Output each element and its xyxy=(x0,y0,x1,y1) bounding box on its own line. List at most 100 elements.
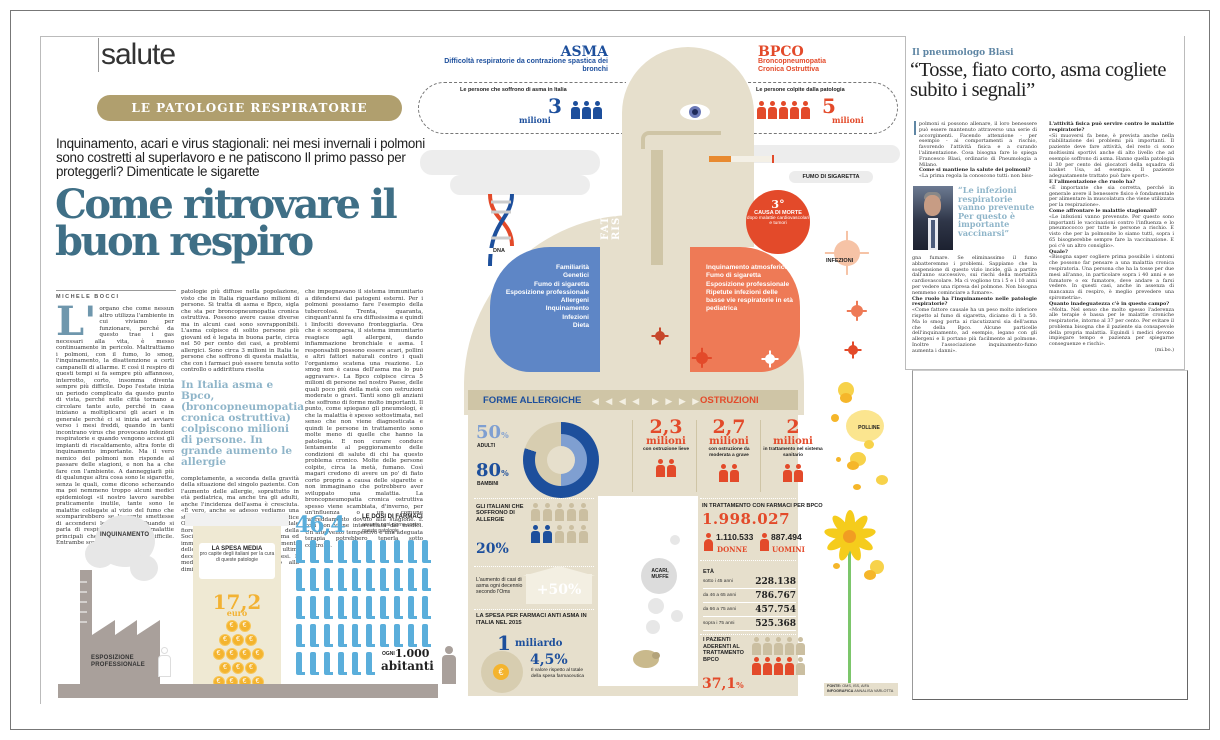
question-text: E l'alimentazione che ruolo ha? xyxy=(1049,178,1136,185)
inhaler-icon xyxy=(338,624,347,647)
article-text: patologie più diffuse nella popolazione,… xyxy=(181,289,299,373)
inhaler-icon xyxy=(310,624,319,647)
esposizione-label: ESPOSIZIONE PROFESSIONALE xyxy=(91,655,145,668)
person-icon xyxy=(779,101,788,119)
person-icon xyxy=(774,637,783,655)
interview-paragraph: «La prima regola la conoscono tutti: non… xyxy=(919,173,1034,180)
forme-allergiche-label: FORME ALLERGICHE xyxy=(483,395,582,406)
byline: MICHELE BOCCI xyxy=(56,290,176,300)
inhaler-icon xyxy=(366,568,375,591)
interview-question: Quale? xyxy=(1049,249,1174,256)
euro-coin-icon: € xyxy=(238,620,251,632)
inhaler-icon xyxy=(296,568,305,591)
trachea xyxy=(651,150,663,265)
dust-mite-head xyxy=(652,652,660,659)
adulti-pct: 50% xyxy=(476,424,509,444)
obstruction-desc: con ostruzione lieve xyxy=(642,447,690,452)
chevrons-right-icon: ▶ ▶ ▶ ▶ xyxy=(652,396,702,406)
risk-factor: Dieta xyxy=(572,322,589,330)
bpco-people-icons xyxy=(757,101,810,119)
person-icon xyxy=(593,101,602,119)
inhaler-icon xyxy=(296,652,305,675)
pollen-icon xyxy=(853,484,861,490)
inhaler-icon xyxy=(338,540,347,563)
adulti-value: 50 xyxy=(476,422,502,443)
men-label: UOMINI xyxy=(772,545,805,554)
page-frame xyxy=(10,10,1210,730)
question-text: L'attività fisica può servire contro le … xyxy=(1049,121,1174,133)
pollen-icon xyxy=(876,475,888,485)
person-icon xyxy=(763,637,772,655)
acari-label: ACARI, MUFFE xyxy=(651,568,669,580)
interview-paragraph: gna fumare. Se eliminassimo il fumo abba… xyxy=(912,255,1037,296)
person-icon xyxy=(801,101,810,119)
spesa-media-card: LA SPESA MEDIA pro capite degli italiani… xyxy=(199,543,275,579)
person-icon xyxy=(763,657,772,675)
dosi-desc: assunte ogni giorno contro queste patolo… xyxy=(362,522,421,534)
obstruction-desc: con ostruzione da moderata a grave xyxy=(708,447,750,458)
fattori-di-rischio-label: FATTORI DI RISCHIO xyxy=(600,163,622,240)
inhaler-icon xyxy=(296,624,305,647)
bpco-title: BPCO xyxy=(758,44,804,60)
interview-question: Quanto inadeguatezza c'è in questo campo… xyxy=(1049,300,1174,308)
asma-stat-bubble xyxy=(418,82,626,134)
risk-factor: Esposizione professionale xyxy=(505,288,589,296)
virus-icon xyxy=(696,352,708,364)
divider xyxy=(632,420,633,492)
interview-paragraph: «Si muoversi fa bene, è prevista anche n… xyxy=(1049,132,1174,180)
person-icon xyxy=(531,503,540,521)
inhaler-icon xyxy=(366,540,375,563)
obstruction-desc: in trattamento nel sistema sanitario xyxy=(763,447,823,458)
question-text: Come si mantiene la salute dei polmoni? xyxy=(919,167,1031,174)
inhaler-icon xyxy=(422,596,431,619)
dna-label: DNA xyxy=(487,248,511,254)
smog-cloud xyxy=(85,540,115,568)
inhaler-icon xyxy=(408,596,417,619)
article-text: che impegnavano il sistema immunitario a… xyxy=(305,289,423,549)
person-icon xyxy=(794,464,803,482)
person-icon xyxy=(543,525,552,543)
interview-paragraph: polmoni si possono allenare, il loro ben… xyxy=(919,121,1037,168)
euro-coin-icon: € xyxy=(232,634,244,646)
section-label: salute xyxy=(98,38,176,72)
person-icon xyxy=(555,525,564,543)
article-column-1: L' organo che come nessun altro utilizza… xyxy=(56,302,174,547)
left-page-border xyxy=(40,36,912,704)
obstruction-stat: 2 milioni in trattamento nel sistema san… xyxy=(763,418,823,482)
inhaler-icon xyxy=(394,568,403,591)
bpco-subtitle: Broncopneumopatia Cronica Ostruttiva xyxy=(758,58,827,73)
pull-quote: In Italia asma e Bpco, (broncopneumopati… xyxy=(181,378,305,468)
person-icon xyxy=(719,464,728,482)
inhaler-icon xyxy=(352,624,361,647)
drop-cap-bar xyxy=(914,121,916,135)
question-text: Che ruolo ha l'inquinamento nelle patolo… xyxy=(912,295,1037,308)
euro-coin-icon: € xyxy=(219,634,231,646)
aumento-value: +50% xyxy=(536,582,582,598)
interview-question: Come si mantiene la salute dei polmoni? xyxy=(919,167,1037,174)
interview-headline: “Tosse, fiato corto, asma cogliete subit… xyxy=(910,59,1166,101)
question-text: Quanto inadeguatezza c'è in questo campo… xyxy=(1049,300,1170,307)
age-value: 525.368 xyxy=(755,618,796,629)
man-icon xyxy=(760,533,769,551)
asma-risk-factors: Familiarità Genetici Fumo di sigaretta E… xyxy=(494,264,589,330)
aderenti-pct: 37,1% xyxy=(702,676,744,692)
pct-sign: % xyxy=(501,430,509,440)
bubble xyxy=(671,610,683,622)
bpco-unit: milioni xyxy=(832,115,864,125)
credits: FONTE: OMS, ISS, AIFA INFOGRAFICA ANNALI… xyxy=(824,683,898,696)
woman-icon xyxy=(704,533,713,551)
age-label: da 46 a 65 anni xyxy=(703,593,737,598)
euro-coin-icon: € xyxy=(219,662,231,674)
spesa-asma-title: LA SPESA PER FARMACI ANTI ASMA IN ITALIA… xyxy=(476,613,587,626)
pollen-icon xyxy=(840,393,852,403)
infografica-label: INFOGRAFICA xyxy=(827,689,854,693)
dotted-divider xyxy=(474,609,594,610)
obstruction-unit: milioni xyxy=(773,436,813,447)
cigarette-icon xyxy=(709,155,774,163)
bpco-caption: Le persone colpite dalla patologia xyxy=(756,87,845,93)
pct-sign: % xyxy=(736,680,744,690)
obstruction-value: 2,7 xyxy=(712,416,746,438)
men-count: 887.494 xyxy=(771,532,802,542)
interview-paragraph: «Molta. Nel senso che molto spesso l'ade… xyxy=(1049,306,1174,348)
allergy-donut-chart xyxy=(523,422,599,498)
